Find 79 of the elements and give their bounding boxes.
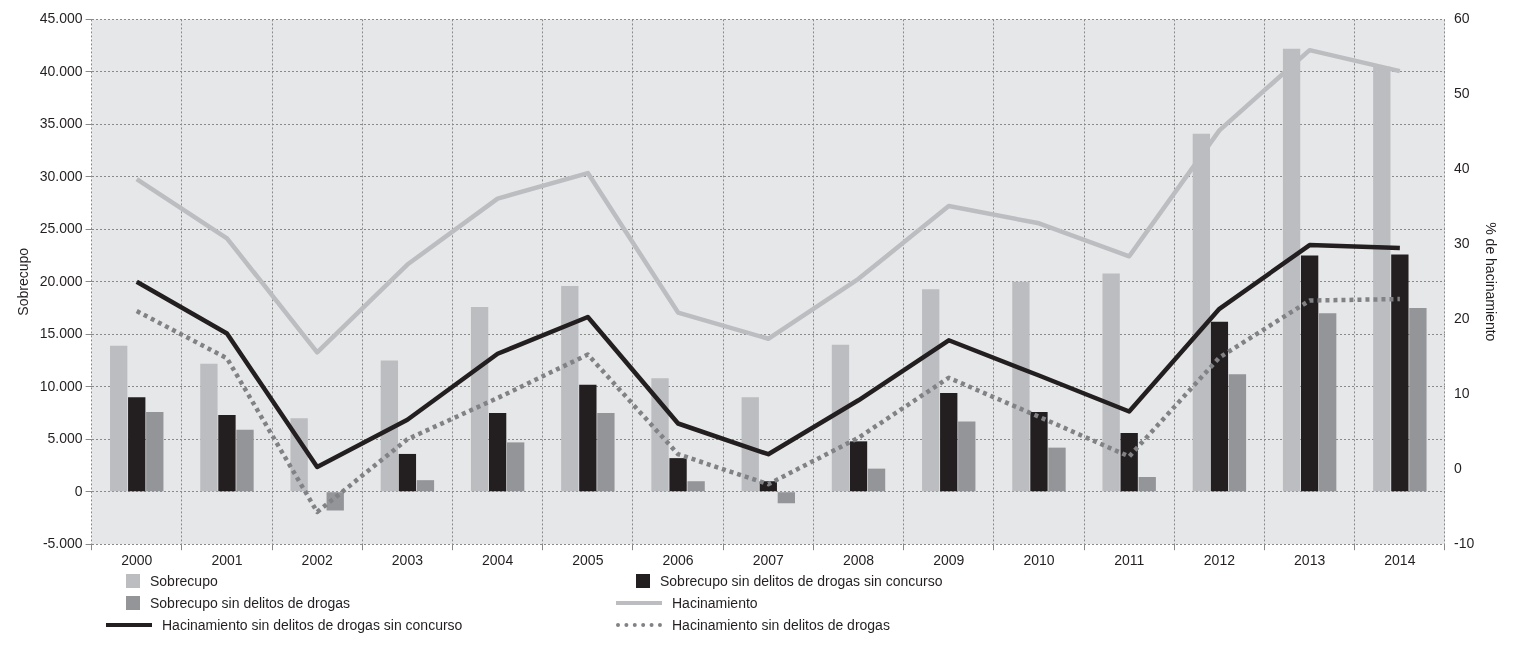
x-tick-label: 2007: [752, 552, 785, 569]
y2-tick-label: -10: [1453, 535, 1475, 552]
bar: [849, 441, 868, 492]
bar: [867, 468, 886, 492]
y2-axis-title: % de hacinamiento: [1482, 222, 1499, 342]
bar: [218, 415, 236, 492]
bar: [236, 429, 254, 492]
y2-tick-label: 30: [1453, 235, 1470, 252]
y2-tick-label: 20: [1453, 310, 1470, 327]
bar: [1391, 254, 1409, 492]
bar: [777, 492, 795, 504]
y-axis-title: Sobrecupo: [15, 247, 32, 316]
y-tick-label: 30.000: [39, 167, 83, 184]
bar: [958, 421, 976, 492]
y2-tick-label: 60: [1453, 10, 1470, 27]
bar: [831, 344, 850, 492]
y-tick-label: 40.000: [39, 62, 83, 79]
bar: [669, 458, 687, 492]
bar: [741, 397, 759, 492]
y-tick-label: 15.000: [39, 325, 83, 342]
bar: [922, 289, 940, 492]
y-tick-label: 25.000: [39, 220, 83, 237]
x-tick-label: 2014: [1384, 552, 1416, 569]
bar: [597, 413, 615, 492]
bar: [1228, 374, 1247, 492]
bar: [110, 345, 128, 492]
x-tick-label: 2000: [121, 552, 153, 569]
bar: [507, 442, 525, 492]
bar: [1030, 411, 1048, 492]
bar: [380, 360, 399, 492]
y-tick-label: 35.000: [39, 115, 83, 132]
x-tick-label: 2005: [572, 552, 604, 569]
y-tick-label: 0: [74, 482, 83, 499]
y-tick-label: -5.000: [42, 535, 83, 552]
legend-label: Sobrecupo sin delitos de drogas sin concurso: [660, 573, 943, 589]
x-tick-label: 2006: [662, 552, 694, 569]
x-tick-label: 2013: [1294, 552, 1326, 569]
x-tick-label: 2009: [933, 552, 965, 569]
bar: [1120, 432, 1138, 492]
bar: [470, 306, 489, 492]
x-tick-label: 2003: [391, 552, 424, 569]
bar: [200, 363, 218, 492]
y2-tick-label: 0: [1453, 460, 1462, 477]
y-tick-label: 10.000: [39, 377, 83, 394]
bar: [1300, 255, 1319, 492]
bar: [398, 453, 417, 492]
bar: [1409, 308, 1427, 492]
y2-tick-label: 10: [1453, 385, 1470, 402]
y-tick-label: 5.000: [47, 430, 83, 447]
x-tick-label: 2001: [211, 552, 243, 569]
legend-label: Hacinamiento sin delitos de drogas sin concurso: [162, 617, 463, 633]
bar: [1102, 273, 1120, 492]
legend-label: Sobrecupo: [150, 573, 218, 589]
x-tick-label: 2008: [842, 552, 875, 569]
bar: [1048, 447, 1066, 492]
bar: [1012, 281, 1030, 492]
y-tick-label: 45.000: [39, 10, 83, 27]
bar: [561, 286, 579, 492]
y-tick-label: 20.000: [39, 272, 83, 289]
legend-label: Hacinamiento: [672, 595, 758, 611]
bar: [1319, 313, 1337, 492]
x-tick-label: 2010: [1023, 552, 1055, 569]
legend-label: Hacinamiento sin delitos de drogas: [672, 617, 890, 633]
bar: [579, 384, 597, 492]
x-tick-label: 2011: [1114, 552, 1145, 569]
x-tick-label: 2012: [1203, 552, 1236, 569]
bar: [1138, 477, 1156, 492]
bar: [940, 393, 958, 492]
bar: [651, 378, 669, 492]
bar: [687, 481, 705, 492]
y2-tick-label: 50: [1453, 85, 1470, 102]
bar: [488, 413, 507, 492]
bar: [146, 411, 164, 492]
bar: [128, 397, 146, 492]
legend-label: Sobrecupo sin delitos de drogas: [150, 595, 351, 611]
bar: [416, 480, 435, 492]
x-tick-label: 2002: [301, 552, 333, 569]
y2-tick-label: 40: [1453, 160, 1470, 177]
x-tick-label: 2004: [482, 552, 514, 569]
